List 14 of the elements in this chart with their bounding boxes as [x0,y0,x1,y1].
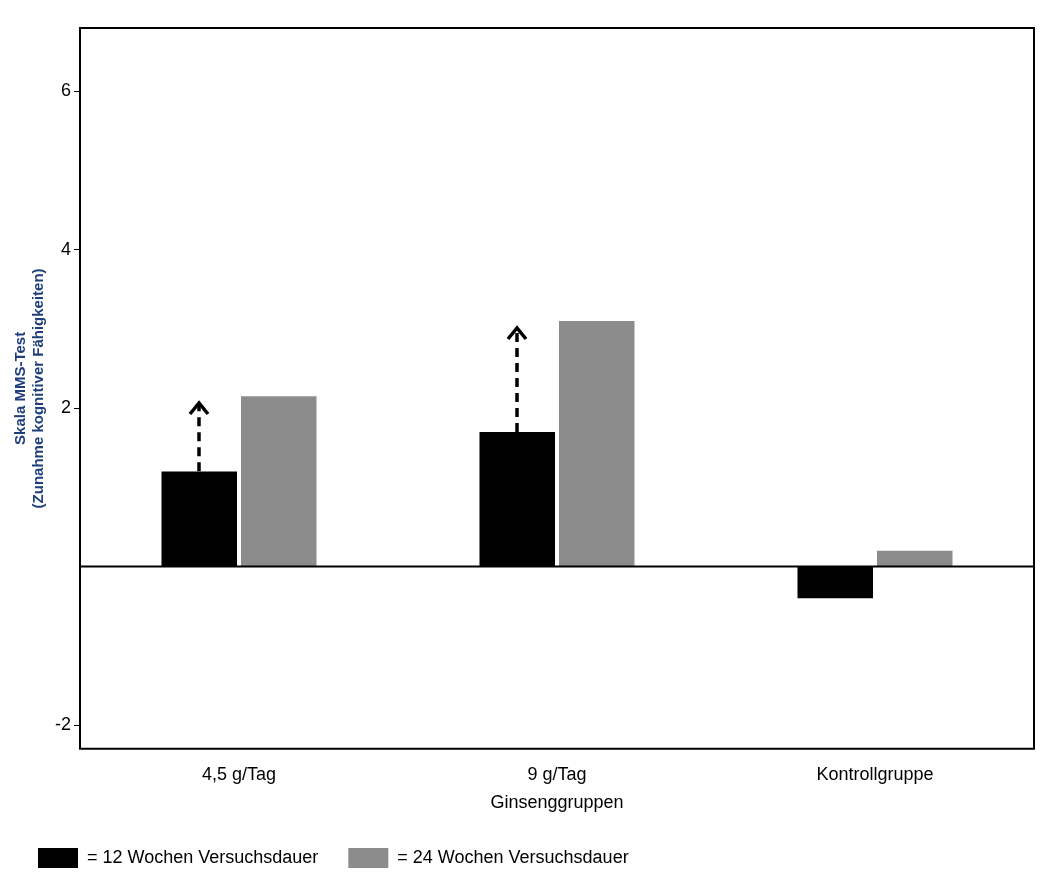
y-tick-label: 6 [60,80,71,101]
legend-label: = 12 Wochen Versuchsdauer [87,846,319,867]
y-tick-label: -2 [54,714,71,735]
bar [876,550,953,567]
bar [240,396,317,567]
x-tick-label: Kontrollgruppe [816,763,934,784]
bar [558,321,635,567]
x-tick-label: 4,5 g/Tag [201,763,277,784]
x-tick-label: 9 g/Tag [527,763,587,784]
y-tick-label: 2 [60,397,71,418]
y-axis-title: Skala MMS-Test (Zunahme kognitiver Fähigkeiten) [11,268,47,509]
y-tick-label: 4 [60,238,71,259]
x-axis-title: Ginsenggruppen [490,792,624,813]
legend-label: = 24 Wochen Versuchsdauer [397,846,629,867]
